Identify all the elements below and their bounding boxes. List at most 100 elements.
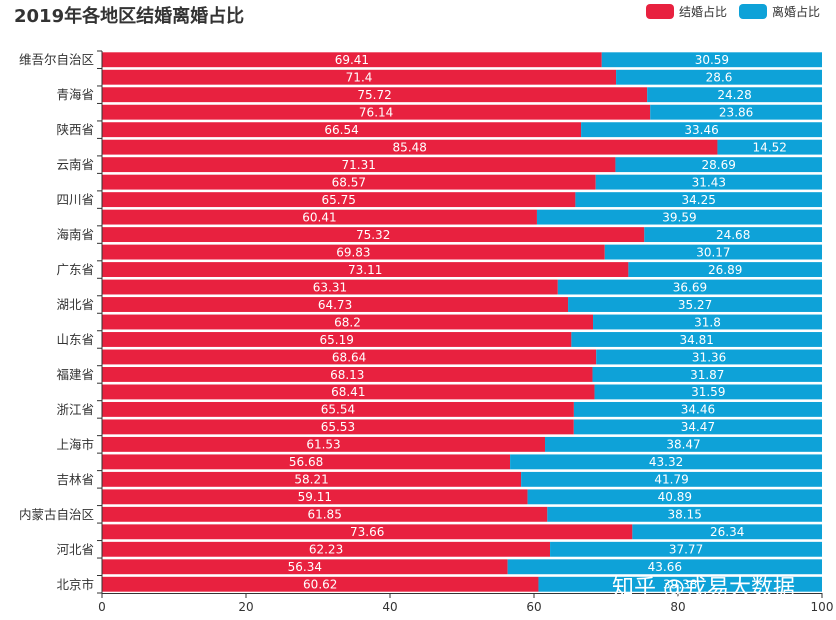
data-label-marriage-9: 60.41 bbox=[302, 210, 336, 224]
bar-marriage-4 bbox=[102, 122, 582, 138]
x-tick-label-0: 0 bbox=[98, 600, 106, 614]
legend-label-divorce: 离婚占比 bbox=[771, 5, 820, 19]
data-label-marriage-12: 73.11 bbox=[348, 263, 382, 277]
bar-marriage-19 bbox=[102, 384, 595, 400]
bar-marriage-15 bbox=[102, 314, 594, 330]
data-label-divorce-0: 30.59 bbox=[695, 53, 729, 67]
y-tick-label-2: 陕西省 bbox=[56, 122, 94, 137]
data-label-divorce-2: 24.28 bbox=[717, 88, 751, 102]
data-label-marriage-26: 61.85 bbox=[307, 508, 341, 522]
bar-divorce-16 bbox=[571, 332, 822, 347]
data-label-divorce-18: 31.87 bbox=[690, 368, 724, 382]
bar-marriage-17 bbox=[102, 349, 597, 365]
x-tick-label-3: 60 bbox=[526, 600, 541, 614]
data-label-marriage-19: 68.41 bbox=[331, 385, 365, 399]
data-label-marriage-6: 71.31 bbox=[342, 158, 376, 172]
bar-marriage-2 bbox=[102, 87, 648, 103]
data-label-marriage-22: 61.53 bbox=[306, 438, 340, 452]
bar-divorce-23 bbox=[510, 454, 822, 470]
data-label-divorce-6: 28.69 bbox=[702, 158, 736, 172]
bar-marriage-0 bbox=[102, 52, 602, 68]
y-tick-label-9: 福建省 bbox=[56, 367, 94, 382]
bar-marriage-22 bbox=[102, 436, 546, 452]
bar-divorce-30 bbox=[538, 576, 822, 592]
bar-divorce-9 bbox=[536, 209, 822, 225]
data-label-divorce-9: 39.59 bbox=[662, 210, 696, 224]
data-label-marriage-4: 66.54 bbox=[324, 123, 358, 137]
legend-swatch-divorce bbox=[738, 4, 767, 19]
data-label-divorce-1: 28.6 bbox=[706, 71, 733, 85]
bar-divorce-15 bbox=[593, 314, 822, 330]
bar-marriage-9 bbox=[102, 209, 537, 225]
legend-item-marriage[interactable]: 结婚占比 bbox=[645, 3, 727, 20]
bar-marriage-11 bbox=[102, 244, 605, 260]
bar-marriage-24 bbox=[102, 471, 522, 487]
bar-divorce-25 bbox=[527, 489, 822, 505]
y-tick-label-6: 广东省 bbox=[56, 262, 94, 277]
data-label-marriage-13: 63.31 bbox=[313, 280, 347, 294]
data-label-divorce-15: 31.8 bbox=[694, 315, 721, 329]
data-label-divorce-10: 24.68 bbox=[716, 228, 750, 242]
legend-label-marriage: 结婚占比 bbox=[678, 5, 727, 19]
bar-divorce-13 bbox=[557, 279, 822, 295]
data-label-marriage-21: 65.53 bbox=[321, 420, 355, 434]
data-label-divorce-30: 39.38 bbox=[663, 578, 697, 592]
data-label-marriage-0: 69.41 bbox=[335, 53, 369, 67]
bar-marriage-29 bbox=[102, 559, 508, 575]
data-label-marriage-17: 68.64 bbox=[332, 350, 366, 364]
bar-divorce-4 bbox=[581, 122, 822, 138]
y-tick-label-4: 四川省 bbox=[56, 192, 94, 207]
data-label-divorce-16: 34.81 bbox=[680, 333, 714, 347]
y-tick-label-12: 吉林省 bbox=[56, 472, 94, 487]
y-tick-label-13: 内蒙古自治区 bbox=[19, 507, 94, 522]
data-label-divorce-28: 37.77 bbox=[669, 543, 703, 557]
data-label-marriage-8: 65.75 bbox=[322, 193, 356, 207]
data-label-marriage-18: 68.13 bbox=[330, 368, 364, 382]
data-label-divorce-19: 31.59 bbox=[691, 385, 725, 399]
data-label-marriage-2: 75.72 bbox=[357, 88, 391, 102]
data-label-marriage-28: 62.23 bbox=[309, 543, 343, 557]
data-label-marriage-29: 56.34 bbox=[288, 560, 322, 574]
data-label-divorce-12: 26.89 bbox=[708, 263, 742, 277]
data-label-marriage-25: 59.11 bbox=[298, 490, 332, 504]
data-label-marriage-7: 68.57 bbox=[332, 175, 366, 189]
y-tick-label-11: 上海市 bbox=[56, 437, 94, 452]
bar-marriage-1 bbox=[102, 69, 617, 85]
data-label-marriage-30: 60.62 bbox=[303, 578, 337, 592]
bar-marriage-26 bbox=[102, 506, 548, 522]
data-label-divorce-7: 31.43 bbox=[692, 175, 726, 189]
data-label-divorce-8: 34.25 bbox=[682, 193, 716, 207]
bar-marriage-28 bbox=[102, 541, 551, 557]
data-label-divorce-3: 23.86 bbox=[719, 105, 753, 119]
data-label-divorce-22: 38.47 bbox=[666, 438, 700, 452]
data-label-marriage-20: 65.54 bbox=[321, 403, 355, 417]
data-label-divorce-26: 38.15 bbox=[667, 508, 701, 522]
data-label-divorce-17: 31.36 bbox=[692, 350, 726, 364]
bar-marriage-20 bbox=[102, 401, 574, 417]
bar-divorce-26 bbox=[547, 506, 822, 522]
x-tick-label-1: 20 bbox=[238, 600, 253, 614]
data-label-divorce-23: 43.32 bbox=[649, 455, 683, 469]
y-tick-label-3: 云南省 bbox=[56, 157, 94, 172]
bar-divorce-6 bbox=[615, 157, 822, 173]
bar-marriage-21 bbox=[102, 419, 574, 435]
bar-marriage-18 bbox=[102, 367, 593, 382]
data-label-marriage-11: 69.83 bbox=[336, 245, 370, 259]
data-label-divorce-11: 30.17 bbox=[696, 245, 730, 259]
legend-item-divorce[interactable]: 离婚占比 bbox=[738, 3, 820, 20]
bar-marriage-6 bbox=[102, 157, 616, 173]
data-label-divorce-29: 43.66 bbox=[648, 560, 682, 574]
bar-divorce-19 bbox=[594, 384, 822, 400]
bar-divorce-28 bbox=[550, 541, 822, 557]
bar-marriage-10 bbox=[102, 227, 645, 243]
y-tick-label-7: 湖北省 bbox=[56, 297, 94, 312]
data-label-marriage-23: 56.68 bbox=[289, 455, 323, 469]
y-tick-label-5: 海南省 bbox=[56, 227, 94, 242]
bar-divorce-5 bbox=[717, 139, 822, 155]
bar-marriage-7 bbox=[102, 174, 596, 190]
bar-divorce-7 bbox=[595, 174, 822, 190]
data-label-divorce-24: 41.79 bbox=[654, 473, 688, 487]
bar-marriage-14 bbox=[102, 297, 569, 312]
bar-marriage-5 bbox=[102, 139, 718, 155]
